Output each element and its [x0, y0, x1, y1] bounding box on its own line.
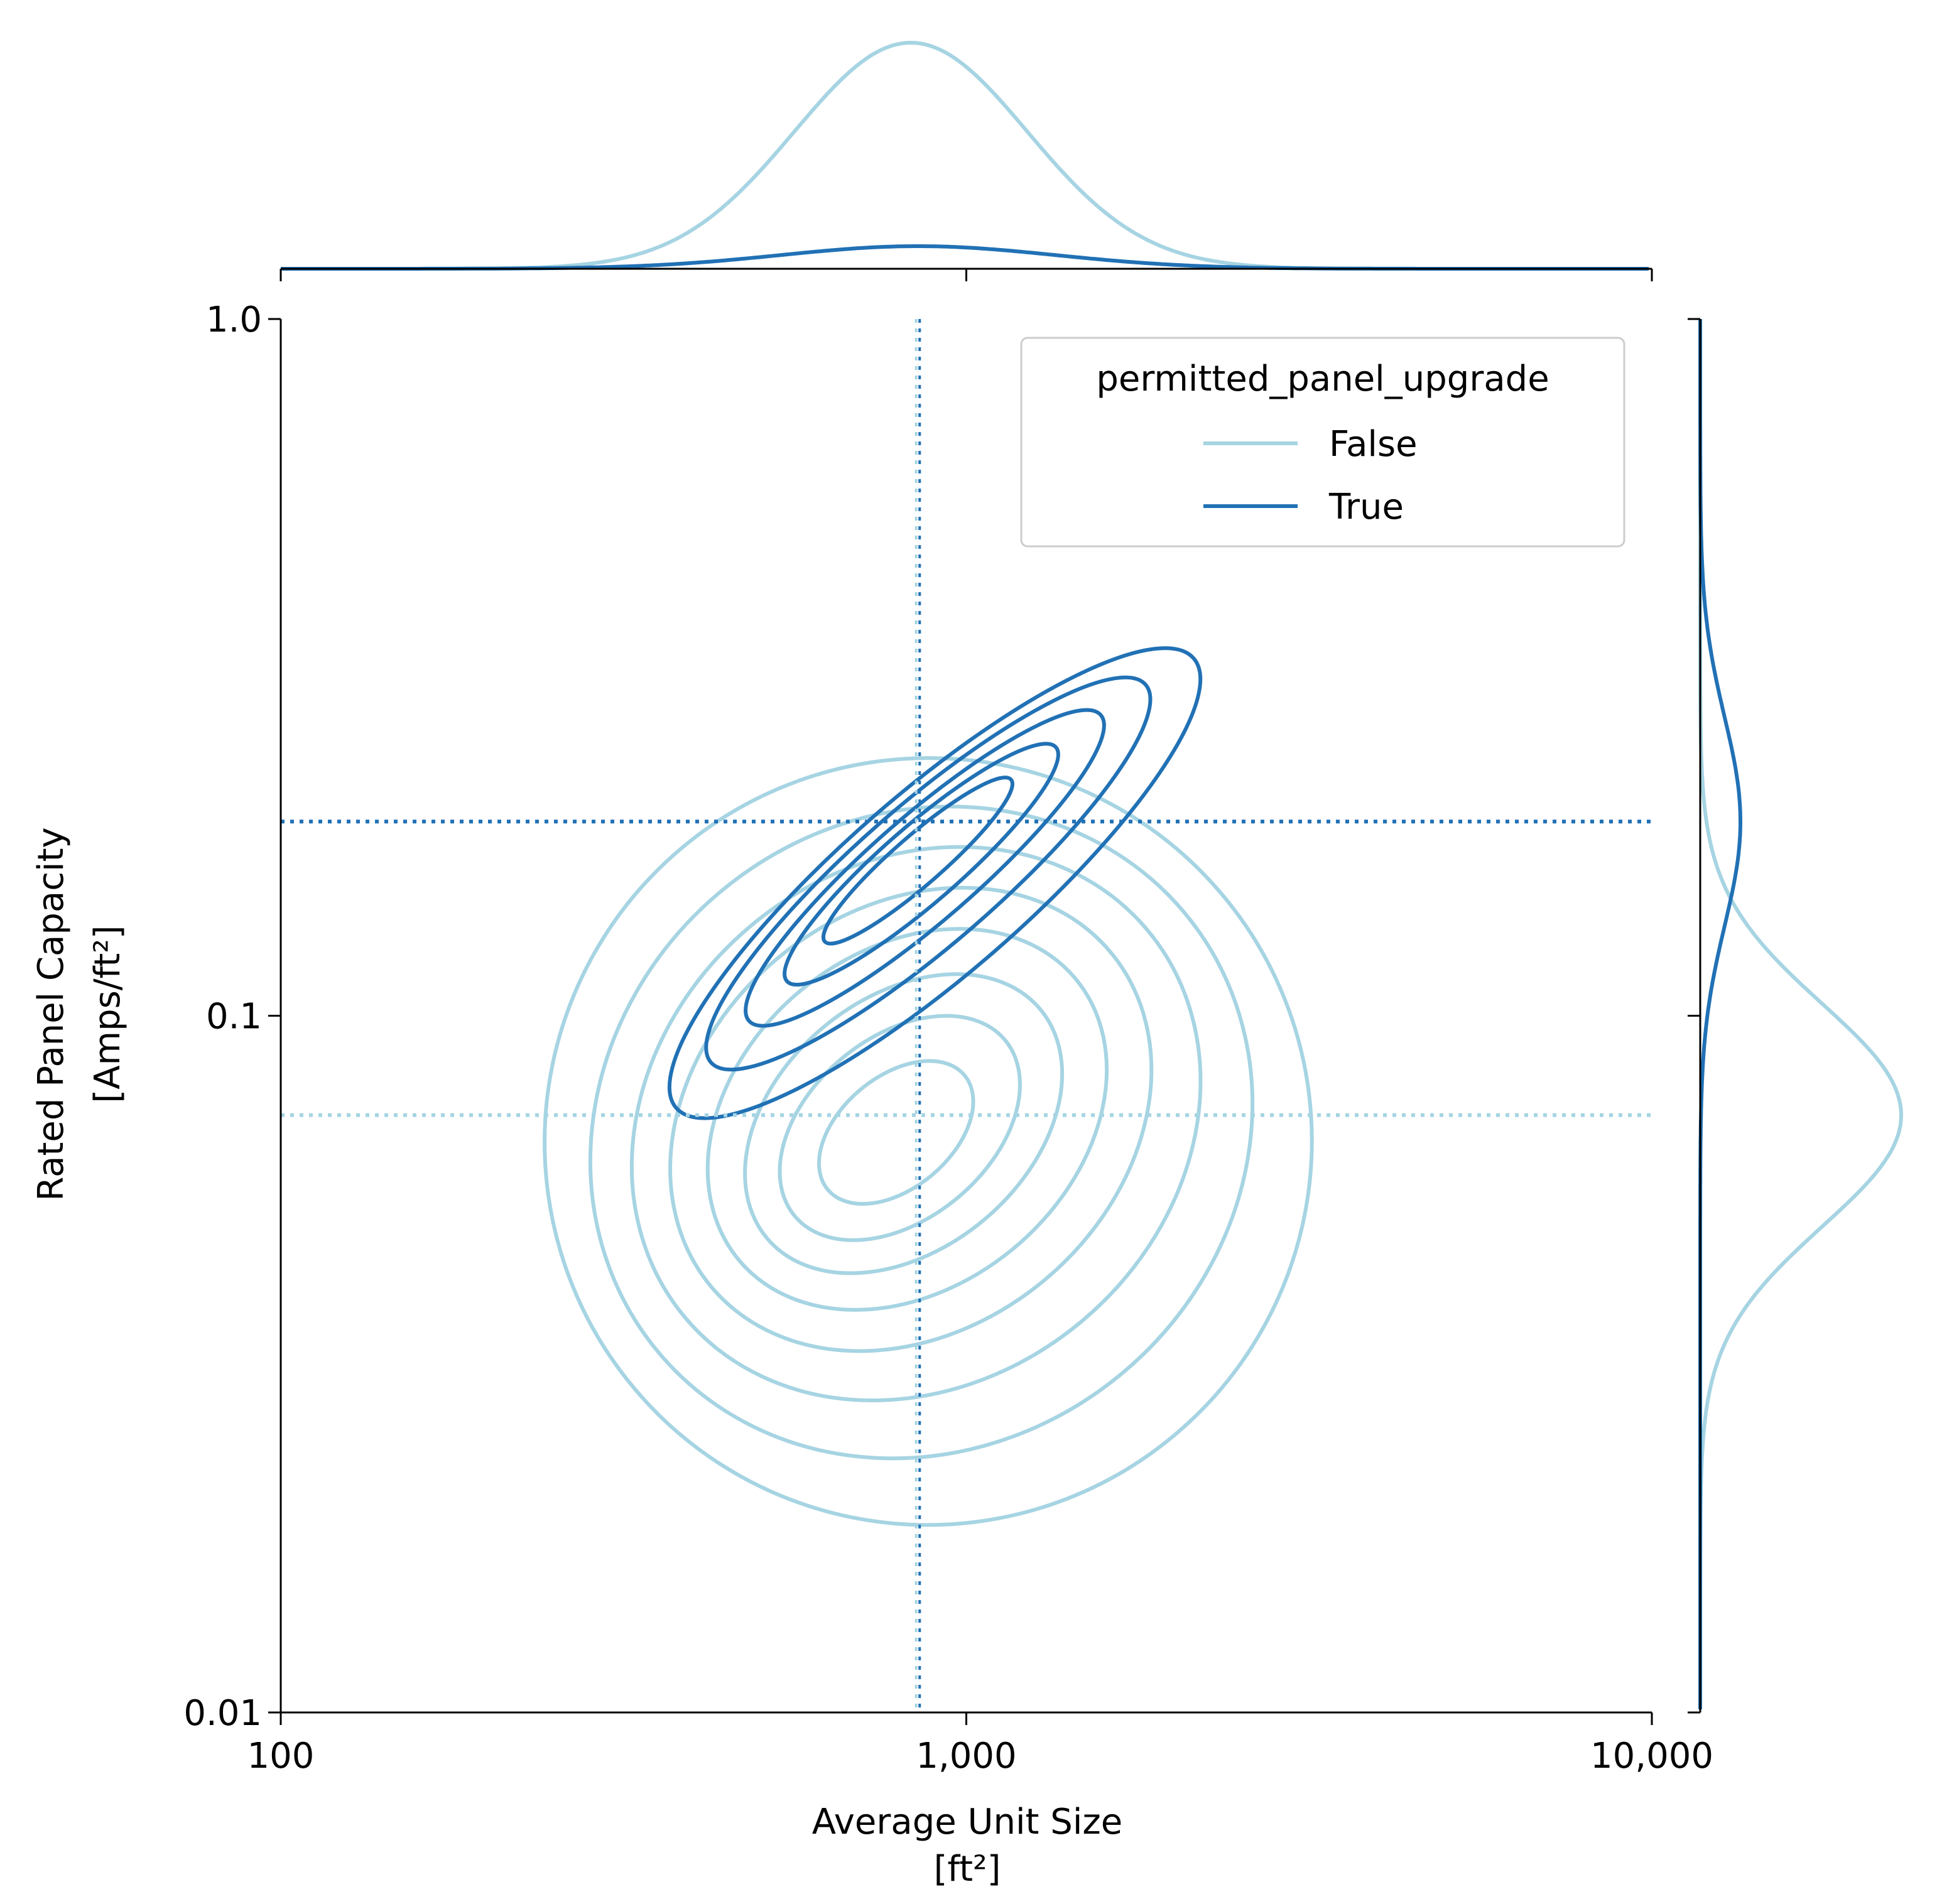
contour-false-4: [705, 927, 1109, 1312]
y-axis-label: Rated Panel Capacity: [31, 827, 72, 1201]
y-tick-label-0: 0.01: [183, 1693, 262, 1734]
legend-box: [1020, 337, 1625, 548]
contour-true-2: [744, 708, 1106, 1028]
right-density-false: [1698, 319, 1904, 1709]
contour-false-5: [743, 972, 1065, 1275]
contours-true-series: [667, 646, 1203, 1120]
contour-false-0: [543, 756, 1314, 1527]
x-tick-label-0: 100: [247, 1736, 315, 1777]
legend-title: permitted_panel_upgrade: [1096, 359, 1549, 399]
legend: permitted_panel_upgrade False True: [1020, 337, 1625, 548]
contour-false-3: [668, 885, 1154, 1353]
main-plot-area: 100 1,000 10,000 0.01 0.1 1.0: [183, 300, 1713, 1777]
contour-true-4: [822, 776, 1014, 946]
contour-true-1: [704, 675, 1153, 1072]
x-tick-label-2: 10,000: [1590, 1736, 1713, 1777]
contour-false-7: [817, 1059, 975, 1206]
reference-lines: [281, 319, 1652, 1712]
legend-entry-true: True: [1328, 487, 1404, 527]
y-axis-ticks: 0.01 0.1 1.0: [183, 300, 281, 1734]
x-axis-ticks: 100 1,000 10,000: [247, 1712, 1713, 1777]
x-axis-unit: [ft²]: [934, 1849, 1001, 1890]
y-tick-label-2: 1.0: [206, 300, 262, 340]
top-density-false: [281, 40, 1649, 271]
contours-false-series: [543, 756, 1314, 1527]
contour-false-1: [588, 804, 1255, 1461]
contour-false-2: [629, 845, 1203, 1403]
top-marginal-density: [279, 40, 1653, 281]
y-axis-unit: [Amps/ft²]: [87, 925, 128, 1103]
x-tick-label-1: 1,000: [916, 1736, 1016, 1777]
contour-true-3: [783, 742, 1060, 987]
contour-false-6: [778, 1014, 1022, 1242]
right-density-true: [1698, 319, 1742, 1709]
legend-entry-false: False: [1329, 424, 1418, 465]
right-marginal-density: [1688, 318, 1904, 1714]
contour-true-0: [667, 646, 1203, 1120]
right-marginal-ticks: [1688, 318, 1700, 1714]
top-density-true: [281, 244, 1649, 271]
x-axis-label: Average Unit Size: [812, 1802, 1123, 1842]
top-marginal-ticks: [279, 269, 1653, 281]
y-tick-label-1: 0.1: [206, 997, 262, 1037]
